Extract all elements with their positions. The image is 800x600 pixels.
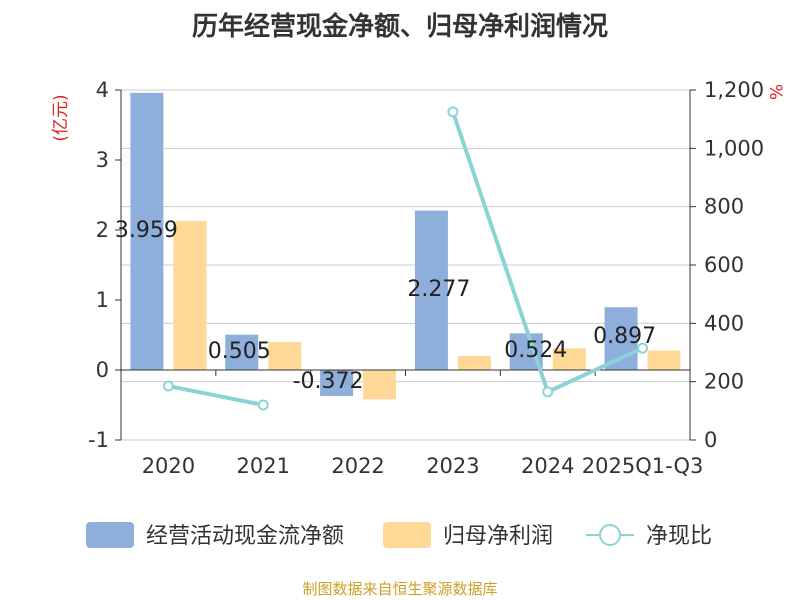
right-axis-tick-label: 600 [704, 253, 744, 277]
left-axis-tick-label: 4 [96, 78, 109, 102]
bar-net-profit [268, 342, 302, 370]
left-axis-tick-label: 3 [96, 148, 109, 172]
bar-operating-cash-flow [225, 334, 259, 370]
right-axis-tick-label: 1,200 [704, 78, 764, 102]
legend-net-cash-ratio-label: 净现比 [646, 524, 712, 549]
bar-data-label: 3.959 [115, 218, 178, 243]
source-note: 制图数据来自恒生聚源数据库 [302, 580, 498, 598]
bar-data-label: -0.372 [293, 369, 364, 394]
net-cash-ratio-point [637, 342, 649, 354]
legend-net-profit-label: 归母净利润 [443, 524, 553, 549]
bar-net-profit [363, 370, 397, 400]
left-axis-tick-label: 2 [96, 218, 109, 242]
x-axis-category-label: 2022 [331, 454, 384, 478]
right-axis-tick-label: 400 [704, 311, 744, 335]
left-axis-tick-label: 0 [96, 358, 109, 382]
legend-operating-cash-flow-label: 经营活动现金流净额 [146, 524, 344, 549]
bar-data-label: 0.505 [208, 339, 271, 364]
legend-net-cash-ratio-marker [599, 524, 621, 546]
net-cash-ratio-point [542, 386, 554, 398]
net-cash-ratio-point [257, 399, 269, 411]
net-cash-ratio-point [162, 380, 174, 392]
x-axis-category-label: 2023 [426, 454, 479, 478]
legend-operating-cash-flow-swatch [86, 522, 134, 548]
bar-operating-cash-flow [130, 92, 164, 371]
left-axis-tick-label: -1 [88, 428, 109, 452]
bar-data-label: 0.524 [504, 338, 567, 363]
right-axis-tick-label: 800 [704, 195, 744, 219]
bar-data-label: 2.277 [407, 277, 470, 302]
bar-net-profit [457, 356, 491, 370]
bar-operating-cash-flow [320, 370, 354, 397]
right-axis-tick-label: 1,000 [704, 136, 764, 160]
right-axis-label: % [765, 84, 785, 100]
x-axis-category-label: 2020 [142, 454, 195, 478]
left-axis-tick-label: 1 [96, 288, 109, 312]
net-cash-ratio-line [168, 384, 264, 407]
net-cash-ratio-point [447, 106, 459, 118]
left-axis-label: (亿元) [51, 94, 71, 141]
bar-data-label: 0.897 [593, 324, 656, 349]
right-axis-tick-label: 0 [704, 428, 717, 452]
bar-net-profit [173, 220, 207, 370]
right-axis-tick-label: 200 [704, 370, 744, 394]
x-axis-category-label: 2024 [521, 454, 574, 478]
bar-net-profit [647, 350, 681, 370]
x-axis-category-label: 2021 [237, 454, 290, 478]
bar-operating-cash-flow [414, 210, 448, 370]
bar-net-profit [552, 348, 586, 370]
chart-title: 历年经营现金净额、归母净利润情况 [191, 12, 608, 42]
legend-net-profit-swatch [383, 522, 431, 548]
x-axis-category-label: 2025Q1-Q3 [582, 454, 704, 478]
